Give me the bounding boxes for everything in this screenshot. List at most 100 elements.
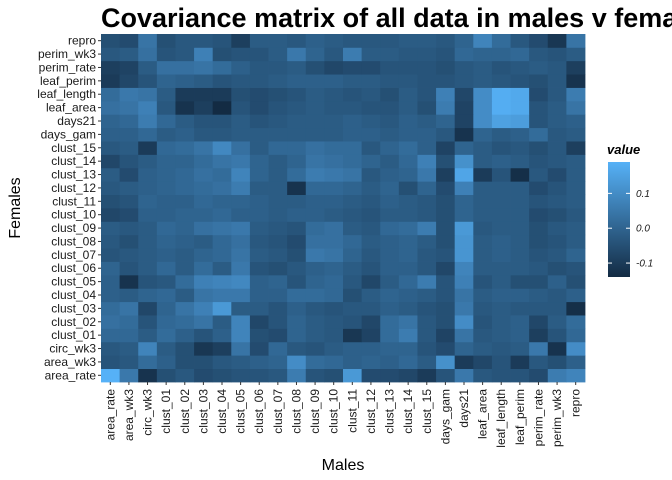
heatmap-cell xyxy=(547,234,567,249)
heatmap-cell xyxy=(268,328,288,343)
heatmap-cell xyxy=(417,355,437,370)
heatmap-cell xyxy=(361,47,381,62)
heatmap-cell xyxy=(510,355,530,370)
heatmap-cell xyxy=(417,60,437,75)
heatmap-cell xyxy=(305,100,325,115)
heatmap-cell xyxy=(138,47,158,62)
heatmap-cell xyxy=(268,141,288,155)
heatmap-cell xyxy=(101,274,121,289)
heatmap-cell xyxy=(305,87,325,102)
heatmap-cell xyxy=(212,221,232,236)
heatmap-cell xyxy=(566,181,586,196)
heatmap-cell xyxy=(119,301,139,316)
heatmap-cell xyxy=(547,167,567,182)
heatmap-cell xyxy=(398,127,418,142)
heatmap-cell xyxy=(454,221,474,236)
heatmap-cell xyxy=(324,60,344,75)
heatmap-cell xyxy=(194,154,214,169)
heatmap-cell xyxy=(473,87,493,102)
heatmap-cell xyxy=(194,47,214,62)
heatmap-cell xyxy=(529,127,549,142)
heatmap-cell xyxy=(138,34,158,48)
heatmap-cell xyxy=(436,34,456,48)
heatmap-cell xyxy=(175,274,195,289)
heatmap-cell xyxy=(101,341,121,356)
heatmap-cell xyxy=(510,234,530,249)
heatmap-cell xyxy=(175,181,195,196)
heatmap-cell xyxy=(194,167,214,182)
heatmap-cell xyxy=(268,47,288,62)
heatmap-cell xyxy=(398,234,418,249)
heatmap-cell xyxy=(380,355,400,370)
heatmap-cell xyxy=(287,127,307,142)
x-axis-title: Males xyxy=(322,457,365,474)
heatmap-cell xyxy=(194,248,214,262)
x-tick-label: area_wk3 xyxy=(122,389,136,441)
heatmap-cell xyxy=(305,274,325,289)
heatmap-cell xyxy=(547,60,567,75)
heatmap-cell xyxy=(398,167,418,182)
heatmap-cell xyxy=(175,315,195,329)
heatmap-cell xyxy=(343,234,363,249)
heatmap-cell xyxy=(324,167,344,182)
heatmap-cell xyxy=(305,234,325,249)
heatmap-cell xyxy=(119,127,139,142)
heatmap-cell xyxy=(529,274,549,289)
heatmap-cell xyxy=(361,341,381,356)
heatmap-cell xyxy=(194,60,214,75)
y-tick-label: leaf_length xyxy=(37,87,96,101)
x-tick-label: leaf_perim xyxy=(513,389,527,445)
heatmap-cell xyxy=(510,34,530,48)
heatmap-cell xyxy=(212,60,232,75)
heatmap-cell xyxy=(287,194,307,209)
heatmap-cell xyxy=(231,167,251,182)
heatmap-cell xyxy=(305,368,325,383)
heatmap-cell xyxy=(175,127,195,142)
heatmap-cell xyxy=(529,234,549,249)
heatmap-cell xyxy=(156,87,176,102)
heatmap-cell xyxy=(287,181,307,196)
heatmap-cell xyxy=(380,194,400,209)
x-tick-label: clust_15 xyxy=(420,389,434,434)
heatmap-cell xyxy=(491,315,511,329)
heatmap-cell xyxy=(361,234,381,249)
heatmap-cell xyxy=(547,154,567,169)
heatmap-cell xyxy=(156,141,176,155)
heatmap-cell xyxy=(436,221,456,236)
heatmap-cell xyxy=(529,194,549,209)
heatmap-cell xyxy=(547,87,567,102)
heatmap-cell xyxy=(417,261,437,276)
heatmap-cell xyxy=(529,341,549,356)
heatmap-cell xyxy=(138,194,158,209)
heatmap-cell xyxy=(268,315,288,329)
heatmap-cell xyxy=(249,368,269,383)
heatmap-cell xyxy=(287,141,307,155)
heatmap-cell xyxy=(510,301,530,316)
heatmap-cells xyxy=(101,34,586,383)
heatmap-cell xyxy=(491,60,511,75)
heatmap-cell xyxy=(138,154,158,169)
heatmap-cell xyxy=(156,221,176,236)
heatmap-cell xyxy=(491,194,511,209)
heatmap-cell xyxy=(510,208,530,222)
heatmap-cell xyxy=(212,274,232,289)
heatmap-cell xyxy=(491,127,511,142)
heatmap-cell xyxy=(101,315,121,329)
legend-tick-label: -0.1 xyxy=(636,259,653,270)
heatmap-cell xyxy=(324,181,344,196)
heatmap-cell xyxy=(231,234,251,249)
heatmap-cell xyxy=(156,194,176,209)
heatmap-cell xyxy=(454,127,474,142)
heatmap-cell xyxy=(380,141,400,155)
heatmap-cell xyxy=(194,208,214,222)
heatmap-cell xyxy=(305,141,325,155)
heatmap-cell xyxy=(343,181,363,196)
heatmap-cell xyxy=(212,368,232,383)
heatmap-cell xyxy=(454,355,474,370)
heatmap-cell xyxy=(547,315,567,329)
heatmap-cell xyxy=(491,368,511,383)
heatmap-cell xyxy=(454,34,474,48)
heatmap-cell xyxy=(380,114,400,129)
heatmap-cell xyxy=(566,47,586,62)
heatmap-cell xyxy=(473,234,493,249)
